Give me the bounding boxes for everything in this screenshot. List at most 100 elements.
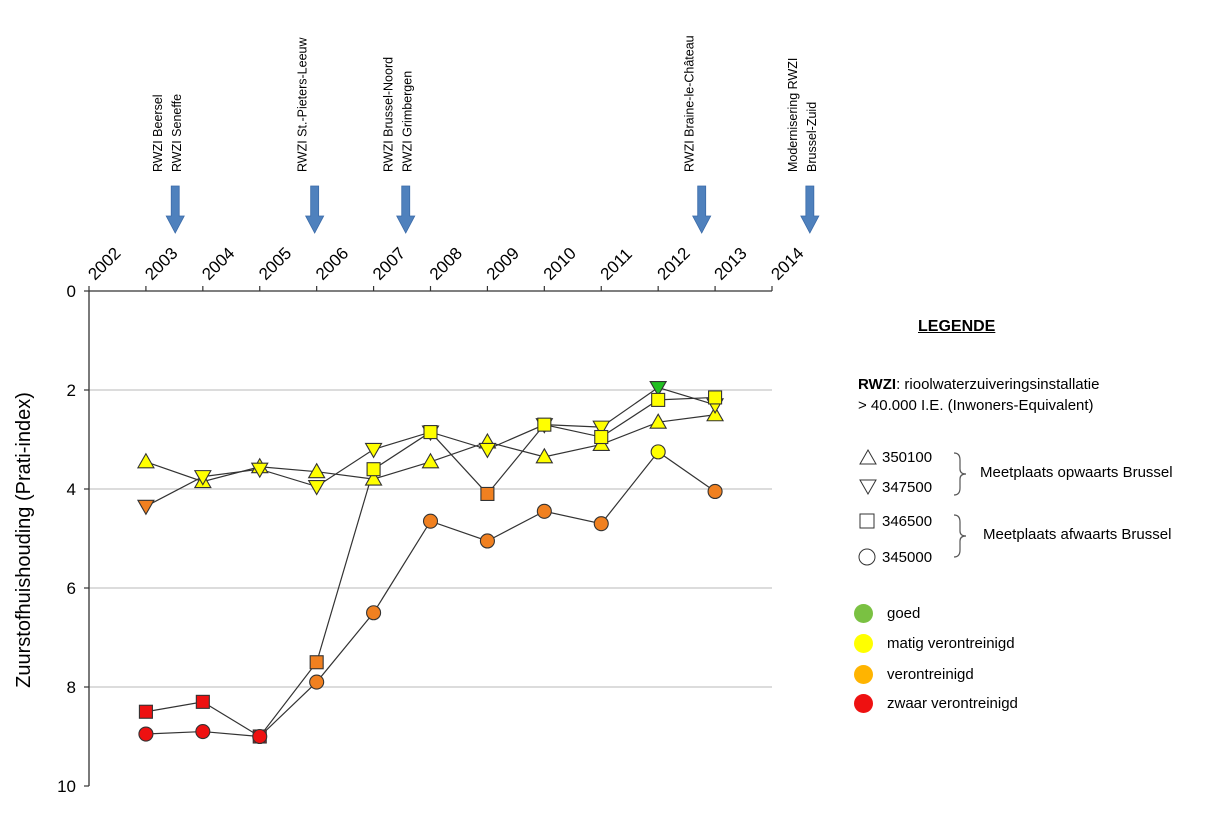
data-point-345000 bbox=[309, 674, 325, 690]
circle-icon bbox=[858, 548, 876, 566]
brace-icon bbox=[953, 514, 967, 558]
group-upstream-label: Meetplaats opwaarts Brussel bbox=[980, 464, 1173, 481]
legend-title: LEGENDE bbox=[918, 318, 996, 335]
legend-class-label: goed bbox=[887, 605, 921, 622]
legend-site-label: 350100 bbox=[882, 448, 933, 466]
data-point-345000 bbox=[195, 723, 211, 740]
data-point-346500 bbox=[195, 694, 210, 709]
x-tick-label: 2007 bbox=[369, 244, 409, 284]
triangle-up-icon bbox=[859, 448, 877, 465]
down-arrow-icon bbox=[165, 185, 185, 234]
y-tick-label: 4 bbox=[67, 480, 76, 499]
data-point-346500 bbox=[594, 429, 609, 445]
x-tick-label: 2005 bbox=[255, 244, 295, 284]
rwzi-abbr: RWZI bbox=[858, 376, 897, 393]
data-point-346500 bbox=[138, 704, 153, 719]
legend-site-label: 346500 bbox=[882, 512, 933, 530]
legend-class-verontreinigd: verontreinigd bbox=[854, 665, 974, 684]
rwzi-events: RWZI Beersel RWZI Seneffe RWZI St.-Pieters… bbox=[151, 35, 820, 234]
legend-site-347500: 347500 bbox=[858, 478, 932, 496]
x-tick-label: 2006 bbox=[312, 244, 352, 284]
y-tick-label: 10 bbox=[57, 777, 76, 796]
data-point-347500 bbox=[364, 442, 383, 459]
data-point-346500 bbox=[480, 486, 495, 502]
class-color-dot bbox=[854, 604, 873, 623]
data-point-350100 bbox=[136, 452, 155, 469]
event-label: Brussel-Zuid bbox=[805, 102, 819, 172]
data-point-346500 bbox=[423, 425, 438, 440]
rwzi-def-line2: > 40.000 I.E. (Inwoners-Equivalent) bbox=[858, 397, 1094, 414]
data-point-347500 bbox=[250, 462, 269, 479]
data-point-347500 bbox=[478, 442, 497, 459]
data-point-346500 bbox=[309, 655, 324, 670]
data-point-346500 bbox=[651, 392, 666, 407]
down-arrow-icon bbox=[800, 185, 820, 234]
data-point-347500 bbox=[592, 420, 611, 437]
x-tick-label: 2014 bbox=[767, 244, 807, 284]
y-tick-label: 8 bbox=[67, 678, 76, 697]
brace-icon bbox=[953, 452, 967, 496]
legend: LEGENDE RWZI: rioolwaterzuiveringsinstal… bbox=[840, 318, 1220, 738]
legend-class-label: matig verontreinigd bbox=[887, 635, 1015, 652]
y-tick-labels: 0 2 4 6 8 10 bbox=[57, 282, 76, 796]
data-point-345000 bbox=[479, 533, 495, 549]
legend-site-346500: 346500 bbox=[858, 512, 932, 530]
event-label: RWZI Brussel-Noord bbox=[382, 57, 396, 172]
data-point-347500 bbox=[307, 479, 326, 496]
y-tick-label: 0 bbox=[67, 282, 76, 301]
x-tick-label: 2012 bbox=[654, 244, 694, 284]
data-point-345000 bbox=[536, 503, 552, 519]
series-line-350100 bbox=[145, 414, 716, 483]
x-tick-label: 2002 bbox=[84, 244, 124, 284]
legend-class-zwaar: zwaar verontreinigd bbox=[854, 694, 1018, 713]
data-point-345000 bbox=[138, 726, 154, 742]
series-line-346500 bbox=[145, 396, 716, 738]
data-point-345000 bbox=[707, 483, 723, 500]
group-downstream-label: Meetplaats afwaarts Brussel bbox=[983, 526, 1172, 543]
x-tick-label: 2013 bbox=[710, 244, 750, 284]
triangle-down-icon bbox=[859, 479, 877, 496]
square-icon bbox=[859, 513, 875, 529]
data-point-346500 bbox=[366, 462, 381, 477]
legend-site-350100: 350100 bbox=[858, 448, 932, 466]
data-point-346500 bbox=[708, 390, 723, 405]
x-tick-label: 2009 bbox=[483, 244, 523, 284]
class-color-dot bbox=[854, 634, 873, 653]
legend-site-label: 345000 bbox=[882, 548, 933, 566]
x-tick-labels: 2002 2003 2004 2005 2006 2007 2008 2009 2010 2011… bbox=[84, 244, 807, 284]
legend-class-label: verontreinigd bbox=[887, 666, 974, 683]
legend-class-matig: matig verontreinigd bbox=[854, 634, 1015, 653]
down-arrow-icon bbox=[692, 185, 712, 234]
rwzi-definition: RWZI: rioolwaterzuiveringsinstallatie > … bbox=[858, 374, 1100, 416]
x-tick-label: 2003 bbox=[141, 244, 181, 284]
axes bbox=[84, 286, 773, 787]
data-point-350100 bbox=[421, 452, 440, 469]
event-label: RWZI Seneffe bbox=[170, 94, 184, 172]
data-point-347500 bbox=[136, 499, 155, 516]
y-tick-label: 6 bbox=[67, 579, 76, 598]
event-label: RWZI St.-Pieters-Leeuw bbox=[296, 36, 310, 172]
y-tick-label: 2 bbox=[67, 381, 76, 400]
legend-class-label: zwaar verontreinigd bbox=[887, 695, 1018, 712]
data-point-350100 bbox=[307, 462, 326, 479]
down-arrow-icon bbox=[396, 185, 416, 234]
down-arrow-icon bbox=[305, 185, 325, 234]
y-axis-label: Zuurstofhuishouding (Prati-index) bbox=[13, 392, 35, 688]
data-point-345000 bbox=[593, 516, 609, 532]
x-tick-label: 2004 bbox=[198, 244, 238, 284]
rwzi-def-text: : rioolwaterzuiveringsinstallatie bbox=[896, 376, 1100, 393]
event-label: RWZI Beersel bbox=[151, 94, 165, 172]
event-label: RWZI Grimbergen bbox=[401, 71, 415, 172]
series-line-345000 bbox=[145, 451, 716, 738]
class-color-dot bbox=[854, 665, 873, 684]
data-point-345000 bbox=[366, 605, 382, 621]
x-tick-label: 2008 bbox=[426, 244, 466, 284]
data-point-346500 bbox=[537, 417, 552, 432]
x-tick-label: 2010 bbox=[540, 244, 580, 284]
data-point-350100 bbox=[364, 469, 383, 486]
event-label: Modernisering RWZI bbox=[786, 58, 800, 172]
data-point-350100 bbox=[535, 447, 554, 464]
prati-index-chart: 2002 2003 2004 2005 2006 2007 2008 2009 2010 2011… bbox=[13, 35, 820, 796]
event-label: RWZI Braine-le-Château bbox=[683, 35, 697, 172]
legend-site-345000: 345000 bbox=[858, 548, 932, 566]
